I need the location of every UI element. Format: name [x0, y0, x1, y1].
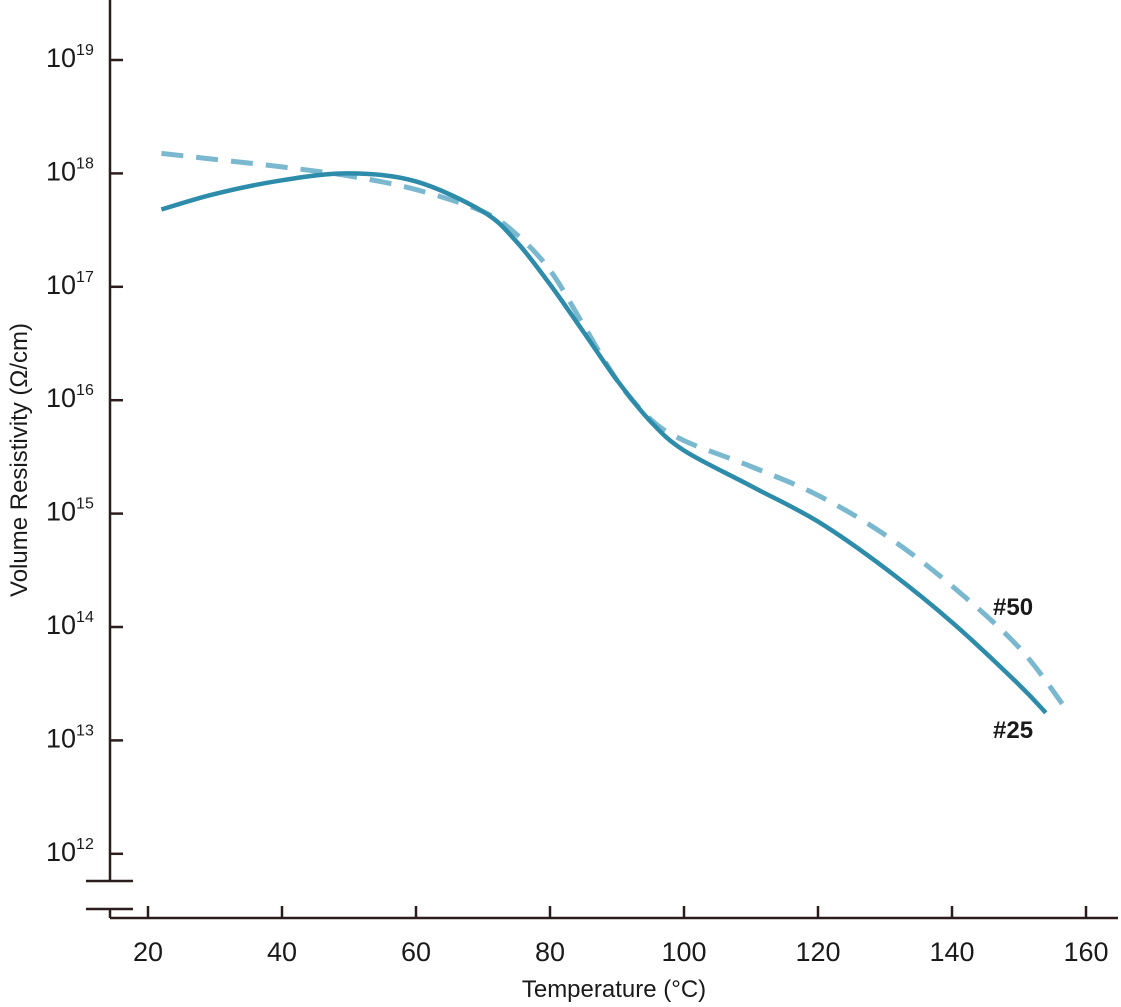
series-label-25: #25: [993, 717, 1033, 744]
x-tick-label-60: 60: [401, 937, 431, 967]
x-tick-label-20: 20: [133, 937, 163, 967]
y-tick-label-19: 1019: [46, 42, 94, 73]
y-axis-title: Volume Resistivity (Ω/cm): [6, 323, 33, 597]
y-tick-label-16: 1016: [46, 382, 94, 413]
y-tick-label-18: 1018: [46, 155, 94, 186]
y-tick-label-13: 1013: [46, 722, 94, 753]
x-tick-label-160: 160: [1063, 937, 1108, 967]
series-line-25: [160, 171, 1048, 715]
series-label-50: #50: [993, 594, 1033, 621]
y-ticks: 1019 1018 1017 1016 1015 1014 1013 1012: [46, 42, 123, 867]
series-layer: [160, 150, 1068, 715]
x-tick-label-80: 80: [535, 937, 565, 967]
series-labels: #50 #25: [993, 594, 1033, 744]
y-tick-label-17: 1017: [46, 269, 94, 300]
series-line-50: [161, 150, 1068, 711]
x-tick-label-120: 120: [795, 937, 840, 967]
x-tick-label-140: 140: [929, 937, 974, 967]
x-ticks: 20 40 60 80 100 120 140 160: [133, 906, 1109, 967]
y-tick-label-12: 1012: [46, 836, 94, 867]
x-tick-label-100: 100: [661, 937, 706, 967]
axes: [86, 0, 1118, 920]
x-axis-title: Temperature (°C): [522, 976, 706, 1003]
y-tick-label-14: 1014: [46, 609, 94, 640]
x-tick-label-40: 40: [267, 937, 297, 967]
y-tick-label-15: 1015: [46, 496, 94, 527]
